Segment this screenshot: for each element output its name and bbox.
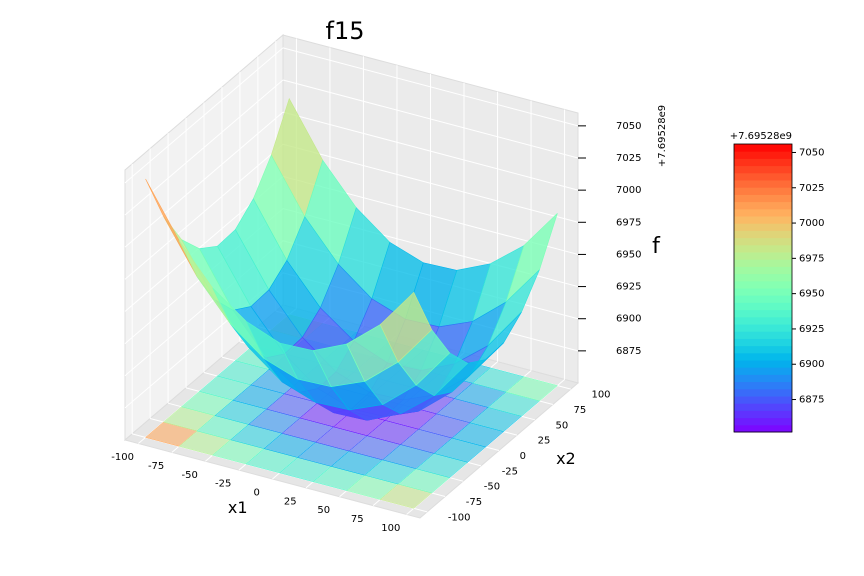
- colorbar-band: [734, 360, 792, 368]
- x-tick-label: 25: [284, 496, 297, 507]
- colorbar-band: [734, 280, 792, 289]
- colorbar-band: [734, 252, 792, 260]
- colorbar-offset-label: +7.69528e9: [730, 131, 792, 142]
- y-tick-label: -50: [484, 482, 500, 493]
- z-tick-label: 6975: [616, 217, 641, 228]
- x-tick-label: -100: [111, 452, 134, 463]
- colorbar-band: [734, 273, 792, 282]
- colorbar-band: [734, 266, 792, 275]
- grid-line: [282, 143, 579, 223]
- x-tick-label: 75: [351, 514, 364, 525]
- chart-title: f15: [326, 17, 365, 45]
- colorbar-tick-label: 6950: [799, 289, 824, 300]
- colorbar-band: [734, 316, 792, 325]
- colorbar-tick-label: 6875: [799, 395, 824, 406]
- colorbar-band: [734, 374, 792, 383]
- colorbar-band: [734, 309, 792, 318]
- colorbar-band: [734, 396, 792, 404]
- y-tick-label: 100: [591, 390, 610, 401]
- z-axis-label: f: [652, 234, 661, 259]
- colorbar-band: [734, 223, 792, 231]
- colorbar-band: [734, 165, 792, 174]
- grid-line: [282, 111, 579, 191]
- x-axis-label: x1: [228, 498, 248, 517]
- colorbar-band: [734, 151, 792, 159]
- colorbar-band: [734, 237, 792, 246]
- z-tick-label: 7025: [616, 153, 641, 164]
- colorbar-band: [734, 194, 792, 203]
- x-tick-label: -25: [215, 479, 231, 490]
- colorbar-tick-label: 7000: [799, 218, 824, 229]
- colorbar-tick-label: 6925: [799, 324, 824, 335]
- y-tick-label: 75: [574, 405, 587, 416]
- z-tick-label: 6950: [616, 249, 641, 260]
- colorbar-band: [734, 367, 792, 375]
- x-tick-label: 0: [254, 488, 260, 499]
- colorbar-band: [734, 410, 792, 419]
- colorbar-band: [734, 288, 792, 296]
- x-tick-label: -50: [181, 470, 197, 481]
- z-tick-label: 7050: [616, 121, 641, 132]
- grid-line: [124, 47, 284, 184]
- colorbar-tick-label: 6975: [799, 253, 824, 264]
- y-axis-label: x2: [556, 449, 576, 468]
- y-tick-label: -100: [448, 512, 471, 523]
- colorbar-band: [734, 424, 792, 433]
- offset-label: +7.69528e9: [657, 105, 668, 167]
- z-tick-label: 7000: [616, 185, 641, 196]
- colorbar-band: [734, 388, 792, 397]
- colorbar-band: [734, 338, 792, 347]
- x-tick-label: 100: [381, 523, 400, 534]
- colorbar-tick-label: 6900: [799, 359, 824, 370]
- colorbar-tick-label: 7025: [799, 183, 824, 194]
- colorbar-band: [734, 345, 792, 354]
- colorbar-band: [734, 144, 792, 152]
- colorbar-band: [734, 417, 792, 426]
- grid-line: [282, 79, 579, 159]
- y-tick-label: -25: [502, 466, 518, 477]
- colorbar-band: [734, 187, 792, 195]
- colorbar-band: [734, 259, 792, 267]
- y-tick-label: 50: [556, 420, 569, 431]
- colorbar-band: [734, 381, 792, 390]
- colorbar-band: [734, 331, 792, 339]
- grid-line: [124, 111, 284, 248]
- surface-patch: [379, 291, 433, 363]
- colorbar-band: [734, 208, 792, 217]
- z-tick-label: 6900: [616, 314, 641, 325]
- x-tick-label: 50: [317, 505, 330, 516]
- z-tick-label: 6875: [616, 346, 641, 357]
- y-tick-label: -75: [466, 497, 482, 508]
- z-tick-label: 6925: [616, 282, 641, 293]
- y-tick-label: 0: [520, 451, 526, 462]
- colorbar-tick-label: 7050: [799, 147, 824, 158]
- y-tick-label: 25: [538, 436, 551, 447]
- colorbar-band: [734, 180, 792, 188]
- grid-line: [124, 143, 284, 280]
- grid-line: [282, 47, 579, 127]
- colorbar-band: [734, 403, 792, 411]
- colorbar-band: [734, 302, 792, 311]
- colorbar-band: [734, 172, 792, 181]
- colorbar-band: [734, 216, 792, 224]
- colorbar-frame: [733, 143, 793, 433]
- colorbar-band: [734, 230, 792, 239]
- x-tick-label: -75: [148, 461, 164, 472]
- colorbar-band: [734, 324, 792, 332]
- colorbar-band: [734, 201, 792, 210]
- colorbar-band: [734, 244, 792, 253]
- colorbar-band: [734, 295, 792, 303]
- colorbar-band: [734, 158, 792, 167]
- grid-line: [124, 79, 284, 216]
- colorbar-band: [734, 352, 792, 361]
- floor-contour: [505, 376, 558, 402]
